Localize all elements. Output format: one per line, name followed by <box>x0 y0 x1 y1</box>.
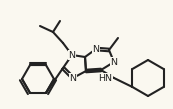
Text: N: N <box>69 50 75 60</box>
Text: N: N <box>93 44 99 54</box>
Text: HN: HN <box>98 73 112 83</box>
Text: N: N <box>111 58 117 66</box>
Text: N: N <box>70 73 76 83</box>
